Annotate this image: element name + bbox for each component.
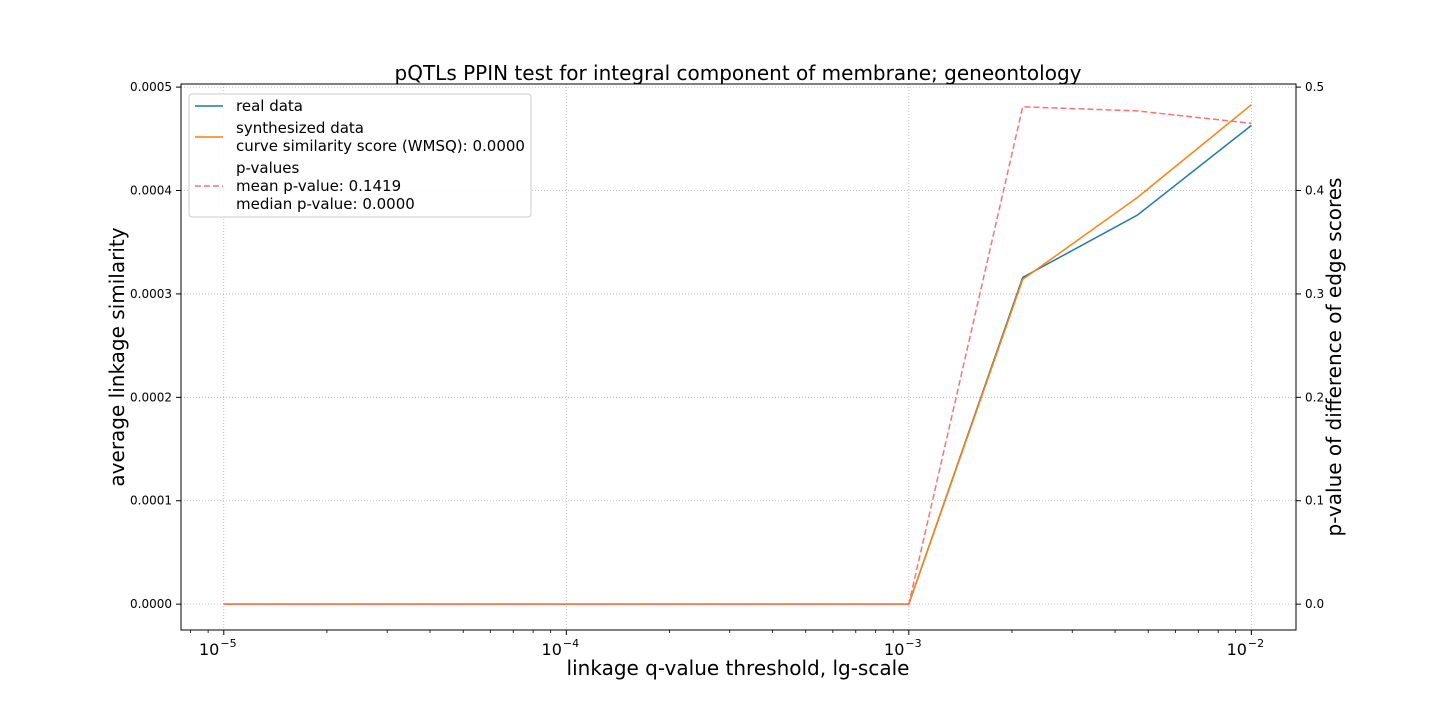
legend-label: mean p-value: 0.1419: [236, 177, 401, 195]
y-tick-label: 0.0002: [130, 390, 172, 404]
chart-title: pQTLs PPIN test for integral component o…: [395, 61, 1082, 85]
y2-tick-label: 0.0: [1305, 597, 1324, 611]
y-tick-label: 0.0003: [130, 287, 172, 301]
x-tick-label: 10−2: [1227, 637, 1265, 659]
y-axis-title: average linkage similarity: [105, 227, 129, 486]
legend-label: median p-value: 0.0000: [236, 195, 415, 213]
y2-tick-label: 0.2: [1305, 390, 1324, 404]
y-tick-label: 0.0004: [130, 184, 172, 198]
legend-label: p-values: [236, 159, 300, 177]
x-axis-title: linkage q-value threshold, lg-scale: [567, 656, 910, 680]
legend-label: curve similarity score (WMSQ): 0.0000: [236, 137, 525, 155]
legend-label: real data: [236, 97, 303, 115]
y-tick-label: 0.0001: [130, 494, 172, 508]
x-tick-label: 10−5: [199, 637, 237, 659]
y2-axis-title: p-value of difference of edge scores: [1322, 178, 1346, 537]
x-tick-exponent: −5: [220, 637, 236, 650]
series-line-3: [223, 106, 1252, 605]
legend-frame: [188, 93, 532, 218]
x-tick-exponent: −4: [563, 637, 579, 650]
y2-tick-label: 0.4: [1305, 184, 1324, 198]
y2-tick-label: 0.5: [1305, 80, 1324, 94]
y-tick-label: 0.0005: [130, 80, 172, 94]
series-layer: [223, 104, 1252, 605]
y-tick-label: 0.0000: [130, 597, 172, 611]
plot-frame: [180, 83, 1297, 631]
x-tick-exponent: −2: [1248, 637, 1264, 650]
legend-label: synthesized data: [236, 119, 364, 137]
x-tick-exponent: −3: [905, 637, 921, 650]
y2-tick-label: 0.1: [1305, 494, 1324, 508]
y2-tick-label: 0.3: [1305, 287, 1324, 301]
